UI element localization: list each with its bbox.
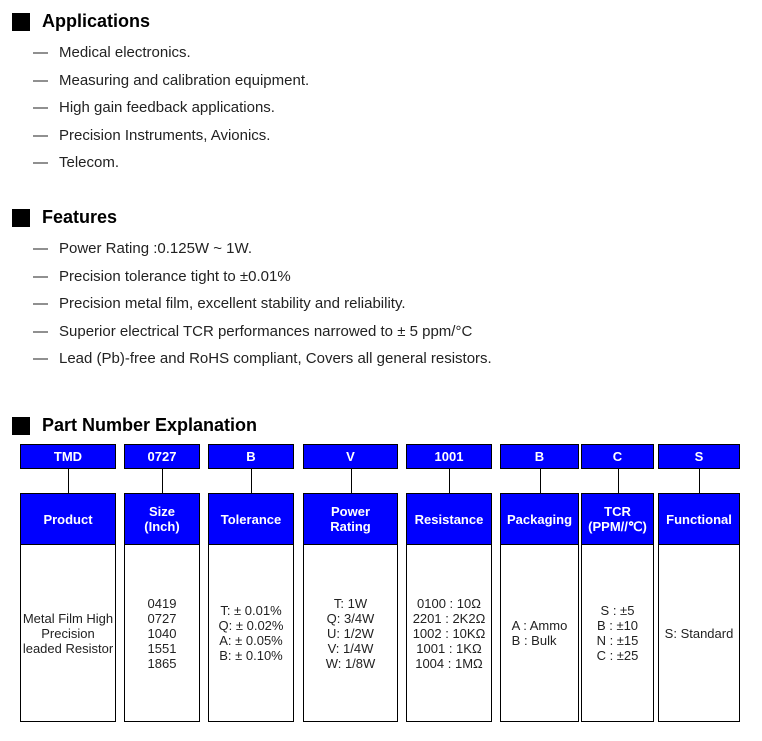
connector [539, 469, 541, 493]
code-box: 0727 [124, 444, 200, 469]
column-header: TCR (PPM//℃) [581, 493, 654, 545]
code-box: S [658, 444, 740, 469]
list-item: — Precision metal film, excellent stabili… [33, 290, 492, 318]
list-item: — Precision Instruments, Avionics. [33, 122, 309, 150]
dash: — [33, 267, 48, 285]
connector [617, 469, 619, 493]
dash: — [33, 350, 48, 367]
column-header: Packaging [500, 493, 579, 545]
square-bullet-icon [12, 208, 30, 227]
connector [699, 469, 700, 493]
list-item: — Telecom. [33, 149, 309, 177]
applications-heading: Applications [12, 11, 150, 32]
column-header: Size (Inch) [124, 493, 200, 545]
connector [162, 469, 163, 493]
list-item: — Lead (Pb)-free and RoHS compliant, Cove… [33, 345, 492, 373]
dash: — [33, 126, 48, 144]
item-text: High gain feedback applications. [59, 99, 275, 116]
item-text: Superior electrical TCR performances nar… [59, 322, 473, 340]
dash: — [33, 322, 48, 340]
dash: — [33, 295, 48, 312]
list-item: — Measuring and calibration equipment. [33, 67, 309, 95]
code-box: 1001 [406, 444, 492, 469]
column-body: 0100 : 10Ω 2201 : 2K2Ω 1002 : 10KΩ 1001 … [406, 544, 492, 722]
applications-list: — Medical electronics. — Measuring and cal… [33, 39, 309, 177]
square-bullet-icon [12, 12, 30, 31]
item-text: Telecom. [59, 154, 120, 171]
column-body: S: Standard [658, 544, 740, 722]
column-body: S : ±5 B : ±10 N : ±15 C : ±25 [581, 544, 654, 722]
features-list: — Power Rating :0.125W ~ 1W. — Precision t… [33, 235, 492, 373]
column-header: Tolerance [208, 493, 294, 545]
column-header: Power Rating [303, 493, 398, 545]
column-body: 0419 0727 1040 1551 1865 [124, 544, 200, 722]
item-text: Medical electronics. [59, 44, 191, 61]
part-number-heading: Part Number Explanation [12, 415, 257, 436]
item-text: Power Rating :0.125W ~ 1W. [59, 240, 253, 257]
item-text: Precision tolerance tight to ±0.01% [59, 267, 291, 285]
code-box: TMD [20, 444, 116, 469]
connector [350, 469, 352, 493]
features-title: Features [42, 207, 118, 227]
column-header: Resistance [406, 493, 492, 545]
column-body: T: ± 0.01% Q: ± 0.02% A: ± 0.05% B: ± 0.… [208, 544, 294, 722]
column-body: Metal Film High Precision leaded Resisto… [20, 544, 116, 722]
code-box: B [500, 444, 579, 469]
item-text: Lead (Pb)-free and RoHS compliant, Cover… [59, 350, 492, 367]
dash: — [33, 71, 48, 89]
features-heading: Features [12, 207, 117, 228]
column-header: Functional [658, 493, 740, 545]
connector [449, 469, 450, 493]
code-box: B [208, 444, 294, 469]
column-body: T: 1W Q: 3/4W U: 1/2W V: 1/4W W: 1/8W [303, 544, 398, 722]
dash: — [33, 44, 48, 61]
list-item: — Precision tolerance tight to ±0.01% [33, 263, 492, 291]
item-text: Measuring and calibration equipment. [59, 71, 310, 89]
applications-title: Applications [42, 11, 151, 31]
list-item: — Superior electrical TCR performances na… [33, 318, 492, 346]
connector [68, 469, 69, 493]
dash: — [33, 240, 48, 257]
list-item: — Medical electronics. [33, 39, 309, 67]
list-item: — Power Rating :0.125W ~ 1W. [33, 235, 492, 263]
part-number-title: Part Number Explanation [42, 415, 258, 435]
item-text: Precision Instruments, Avionics. [59, 126, 271, 144]
dash: — [33, 154, 48, 171]
item-text: Precision metal film, excellent stabilit… [59, 295, 406, 312]
dash: — [33, 99, 48, 116]
code-box: C [581, 444, 654, 469]
column-body: A : Ammo B : Bulk [500, 544, 579, 722]
connector [251, 469, 252, 493]
list-item: — High gain feedback applications. [33, 94, 309, 122]
code-box: V [303, 444, 398, 469]
square-bullet-icon [12, 416, 30, 435]
column-header: Product [20, 493, 116, 545]
